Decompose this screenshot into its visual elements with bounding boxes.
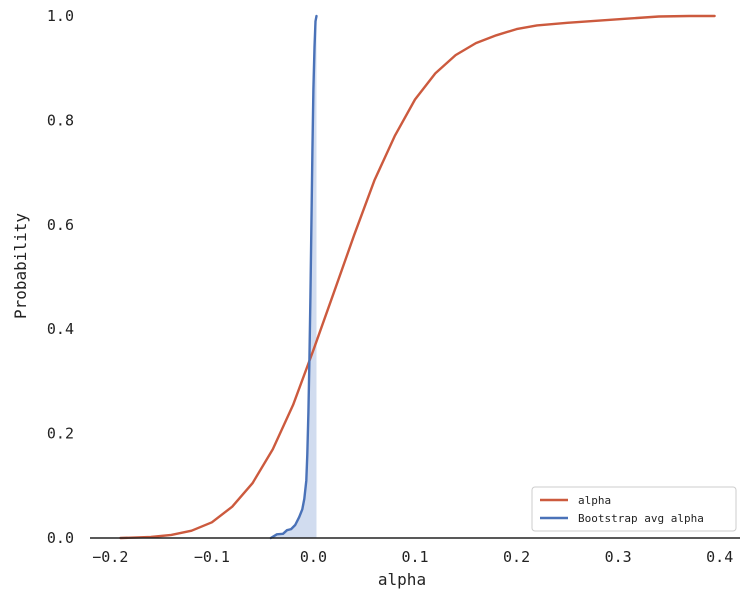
- y-tick-label: 0.4: [47, 320, 74, 338]
- y-tick-label: 0.2: [47, 425, 74, 443]
- y-axis-title: Probability: [11, 213, 30, 319]
- series-0-line: [119, 14, 716, 540]
- x-tick-label: 0.3: [605, 548, 632, 566]
- x-tick-label: 0.1: [401, 548, 428, 566]
- x-tick-label: −0.2: [92, 548, 128, 566]
- y-tick-label: 1.0: [47, 7, 74, 25]
- x-tick-label: 0.0: [300, 548, 327, 566]
- y-tick-label: 0.0: [47, 529, 74, 547]
- x-axis-title: alpha: [378, 570, 426, 589]
- x-tick-label: 0.2: [503, 548, 530, 566]
- legend: alpha Bootstrap avg alpha: [531, 486, 737, 532]
- y-tick-label: 0.6: [47, 216, 74, 234]
- series-1-area: [270, 16, 317, 538]
- x-tick-label: 0.4: [706, 548, 733, 566]
- legend-label: Bootstrap avg alpha: [578, 512, 704, 525]
- x-tick-label: −0.1: [194, 548, 230, 566]
- plot-area: [90, 14, 740, 540]
- legend-frame: [531, 486, 737, 532]
- y-tick-label: 0.8: [47, 111, 74, 129]
- legend-label: alpha: [578, 494, 611, 507]
- tick-labels: −0.2 −0.1 0.0 0.1 0.2 0.3 0.4 0.0 0.2 0.4 0.6 0.8 1.…: [47, 7, 733, 566]
- series-1-line: [269, 14, 318, 540]
